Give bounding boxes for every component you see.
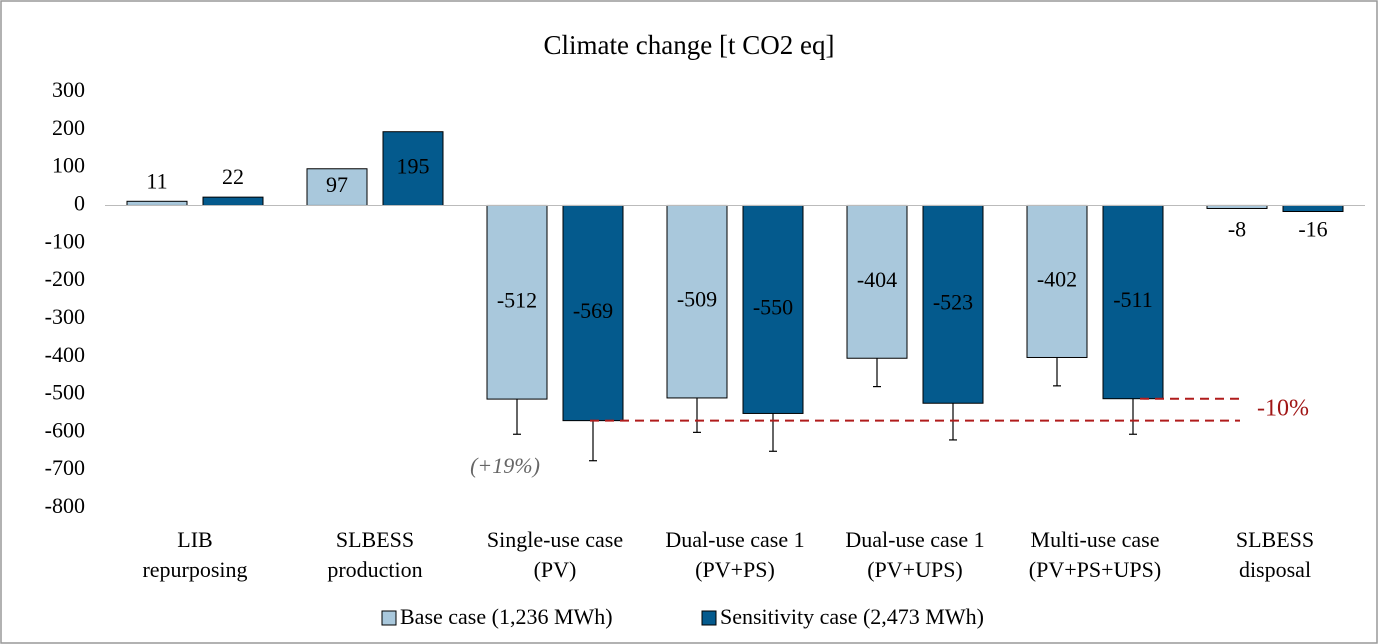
value-label: 97 <box>326 172 348 197</box>
value-label: 195 <box>397 154 430 179</box>
x-tick-label: SLBESS <box>1236 527 1314 552</box>
chart-title: Climate change [t CO2 eq] <box>544 30 835 60</box>
bar <box>1102 204 1164 400</box>
legend-swatch <box>381 610 397 626</box>
annotation: -10% <box>1257 396 1309 422</box>
y-tick-label: -700 <box>45 455 85 480</box>
bar <box>562 204 624 422</box>
x-tick-label: LIB <box>177 527 212 552</box>
bar <box>1282 204 1344 213</box>
x-tick-label: repurposing <box>142 557 247 582</box>
value-label: -402 <box>1037 267 1077 292</box>
y-tick-label: -600 <box>45 417 85 442</box>
y-tick-label: 200 <box>52 115 85 140</box>
value-label: -509 <box>677 287 717 312</box>
x-tick-label: disposal <box>1239 557 1311 582</box>
legend-swatch <box>701 610 717 626</box>
y-tick-label: -100 <box>45 228 85 253</box>
x-tick-label: (PV) <box>534 557 577 582</box>
bar <box>922 204 984 404</box>
bar <box>306 168 368 206</box>
value-label: -512 <box>497 287 537 312</box>
y-tick-label: 300 <box>52 77 85 102</box>
x-tick-label: (PV+PS) <box>695 557 775 582</box>
y-tick-label: -400 <box>45 342 85 367</box>
y-tick-label: -300 <box>45 304 85 329</box>
bar <box>126 200 188 206</box>
y-tick-label: 100 <box>52 153 85 178</box>
legend-label: Sensitivity case (2,473 MWh) <box>720 604 984 629</box>
value-label: 22 <box>222 164 244 189</box>
x-tick-label: SLBESS <box>336 527 414 552</box>
value-label: -523 <box>933 289 973 314</box>
x-tick-label: Single-use case <box>487 527 623 552</box>
value-label: -8 <box>1228 217 1246 242</box>
y-tick-label: -500 <box>45 380 85 405</box>
value-label: -511 <box>1113 287 1153 312</box>
x-tick-label: Multi-use case <box>1031 527 1160 552</box>
bar <box>202 196 264 206</box>
value-label: -550 <box>753 295 793 320</box>
value-label: -569 <box>573 298 613 323</box>
value-label: 11 <box>146 168 167 193</box>
x-tick-label: Dual-use case 1 <box>845 527 984 552</box>
x-tick-label: (PV+UPS) <box>867 557 963 582</box>
bar <box>666 204 728 399</box>
bar <box>742 204 804 414</box>
x-tick-label: (PV+PS+UPS) <box>1029 557 1161 582</box>
y-tick-label: -200 <box>45 266 85 291</box>
value-label: -16 <box>1298 217 1327 242</box>
value-label: -404 <box>857 267 897 292</box>
y-tick-label: 0 <box>74 191 85 216</box>
annotation: (+19%) <box>470 453 540 478</box>
legend-label: Base case (1,236 MWh) <box>400 604 613 629</box>
x-tick-label: production <box>327 557 422 582</box>
bar <box>1026 204 1088 358</box>
bar <box>846 204 908 359</box>
x-tick-label: Dual-use case 1 <box>665 527 804 552</box>
bar <box>382 131 444 206</box>
y-tick-label: -800 <box>45 493 85 518</box>
